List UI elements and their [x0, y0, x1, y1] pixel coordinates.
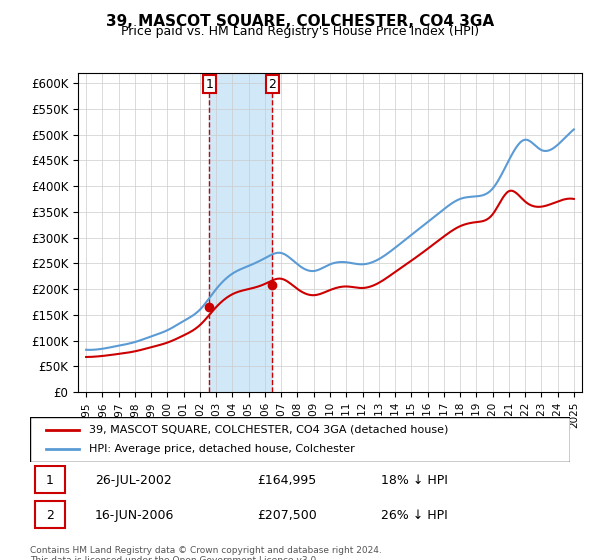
Text: 2: 2 [269, 78, 277, 91]
Text: £164,995: £164,995 [257, 474, 316, 487]
FancyBboxPatch shape [30, 417, 570, 462]
Text: 26% ↓ HPI: 26% ↓ HPI [381, 508, 448, 522]
Text: Price paid vs. HM Land Registry's House Price Index (HPI): Price paid vs. HM Land Registry's House … [121, 25, 479, 38]
Text: 16-JUN-2006: 16-JUN-2006 [95, 508, 174, 522]
Text: 39, MASCOT SQUARE, COLCHESTER, CO4 3GA (detached house): 39, MASCOT SQUARE, COLCHESTER, CO4 3GA (… [89, 424, 449, 435]
Text: 2: 2 [46, 508, 54, 522]
Text: 1: 1 [205, 78, 213, 91]
FancyBboxPatch shape [35, 501, 65, 528]
Text: Contains HM Land Registry data © Crown copyright and database right 2024.
This d: Contains HM Land Registry data © Crown c… [30, 546, 382, 560]
Text: 18% ↓ HPI: 18% ↓ HPI [381, 474, 448, 487]
FancyBboxPatch shape [35, 466, 65, 493]
Text: HPI: Average price, detached house, Colchester: HPI: Average price, detached house, Colc… [89, 445, 355, 455]
Text: 39, MASCOT SQUARE, COLCHESTER, CO4 3GA: 39, MASCOT SQUARE, COLCHESTER, CO4 3GA [106, 14, 494, 29]
Bar [209, 73, 272, 392]
Text: £207,500: £207,500 [257, 508, 317, 522]
Text: 26-JUL-2002: 26-JUL-2002 [95, 474, 172, 487]
Text: 1: 1 [46, 474, 54, 487]
